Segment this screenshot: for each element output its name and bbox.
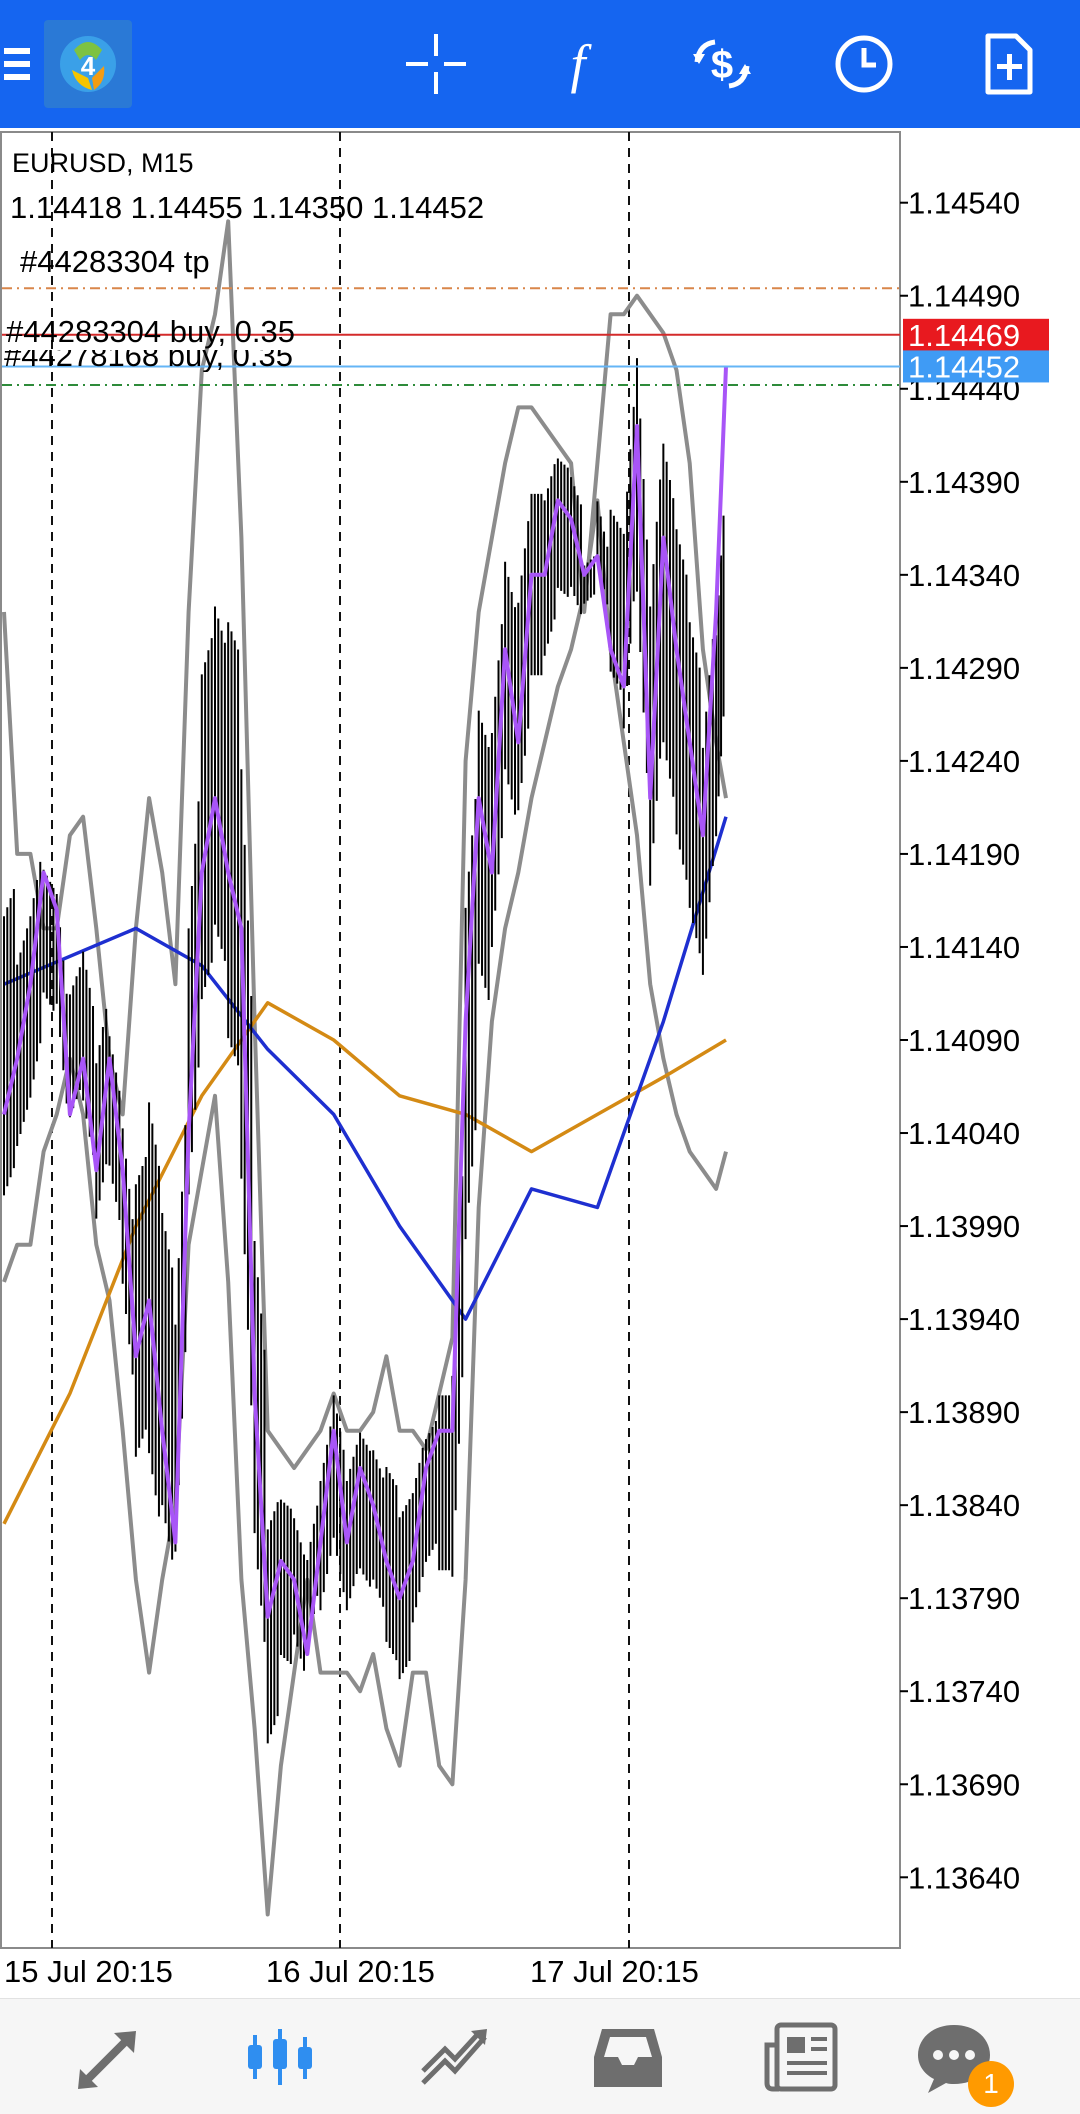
- y-tick-label: 1.14290: [908, 651, 1020, 686]
- y-tick-label: 1.13940: [908, 1302, 1020, 1337]
- svg-text:4: 4: [81, 51, 96, 81]
- y-tick-label: 1.13890: [908, 1395, 1020, 1430]
- dollar-swap-icon: $: [693, 39, 751, 89]
- crosshair-button[interactable]: [386, 14, 486, 114]
- last-price-badge: [903, 350, 1049, 383]
- symbol-label: EURUSD, M15: [12, 148, 194, 178]
- quotes-arrows-icon: [78, 2030, 136, 2089]
- nav-trade[interactable]: [385, 1999, 525, 2114]
- y-tick-label: 1.14140: [908, 930, 1020, 965]
- nav-chart[interactable]: [210, 1999, 350, 2114]
- inbox-icon: [594, 2028, 662, 2087]
- y-tick-label: 1.13990: [908, 1209, 1020, 1244]
- menu-icon: [4, 48, 30, 80]
- tp-label: #44283304 tp: [20, 244, 210, 279]
- chart-canvas[interactable]: 1.145401.144901.144401.143901.143401.142…: [0, 130, 1080, 1990]
- y-tick-label: 1.13690: [908, 1767, 1020, 1802]
- moving-average-slow-line: [2, 1001, 727, 1525]
- menu-button[interactable]: [0, 14, 66, 114]
- y-tick-label: 1.14390: [908, 465, 1020, 500]
- order-label-1[interactable]: #44283304 buy, 0.35: [6, 314, 295, 349]
- moving-average-fast-line: [3, 816, 728, 1321]
- nav-messages[interactable]: 1: [884, 1999, 1024, 2114]
- y-tick-label: 1.14190: [908, 837, 1020, 872]
- price-line: [2, 366, 728, 1656]
- order-label-2[interactable]: #44278168 buy, 0.35: [4, 338, 293, 373]
- nav-news[interactable]: [731, 1999, 871, 2114]
- nav-quotes[interactable]: [40, 1999, 180, 2114]
- crosshair-icon: [406, 34, 466, 94]
- top-toolbar: 4 f $: [0, 0, 1080, 128]
- document-plus-icon: [985, 33, 1033, 95]
- price-chart[interactable]: 1.14540 1.14490 1.14440 1.14390 1.14340 1.142…: [0, 130, 1080, 1990]
- bollinger-upper-line: [2, 219, 728, 1470]
- x-tick-label: 16 Jul 20:15: [266, 1954, 435, 1989]
- function-f-icon: f: [570, 34, 592, 94]
- svg-text:$: $: [711, 43, 733, 87]
- message-count-badge: 1: [968, 2061, 1014, 2107]
- mt4-logo-icon[interactable]: 4: [44, 20, 132, 108]
- bid-price-badge: [903, 318, 1049, 351]
- y-tick-label: 1.13640: [908, 1860, 1020, 1895]
- clock-icon: [835, 35, 893, 93]
- plot-frame: [0, 131, 901, 1949]
- nav-history[interactable]: [558, 1999, 698, 2114]
- bottom-navigation: 1: [0, 1998, 1080, 2114]
- bollinger-lower-line: [2, 498, 728, 1917]
- y-tick-label: 1.14340: [908, 558, 1020, 593]
- y-tick-label: 1.14240: [908, 744, 1020, 779]
- candles-icon: [248, 2028, 312, 2085]
- bid-price-badge-text: 1.14469: [908, 318, 1020, 353]
- x-tick-label: 15 Jul 20:15: [4, 1954, 173, 1989]
- timeframe-button[interactable]: [814, 14, 914, 114]
- y-tick-label: 1.13790: [908, 1581, 1020, 1616]
- last-price-badge-text: 1.14452: [908, 349, 1020, 384]
- y-tick-label: 1.13840: [908, 1488, 1020, 1523]
- new-order-button[interactable]: [958, 14, 1058, 114]
- y-tick-label: 1.14040: [908, 1116, 1020, 1151]
- y-tick-label: 1.14540: [908, 186, 1020, 221]
- indicators-button[interactable]: f: [528, 14, 628, 114]
- ohlc-label: 1.14418 1.14455 1.14350 1.14452: [10, 190, 484, 225]
- svg-text:f: f: [570, 34, 592, 94]
- trade-button[interactable]: $: [672, 14, 772, 114]
- y-tick-label: 1.14090: [908, 1023, 1020, 1058]
- y-tick-label: 1.14490: [908, 279, 1020, 314]
- news-icon: [764, 2022, 838, 2091]
- trend-line-icon: [421, 2028, 487, 2085]
- x-tick-label: 17 Jul 20:15: [530, 1954, 699, 1989]
- y-tick-label: 1.13740: [908, 1674, 1020, 1709]
